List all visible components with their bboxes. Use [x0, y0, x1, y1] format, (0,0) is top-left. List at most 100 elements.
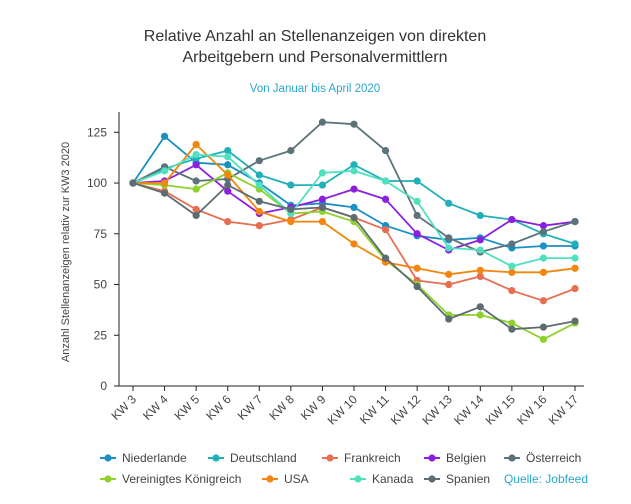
data-point	[350, 240, 358, 248]
legend-item: Deutschland	[208, 451, 297, 465]
legend-swatch-dot	[212, 454, 220, 462]
chart-title-line2: Arbeitgebern und Personalvermittlern	[182, 49, 447, 66]
legend-label: Frankreich	[344, 451, 401, 465]
data-point	[571, 218, 579, 226]
y-tick-label: 100	[87, 176, 107, 190]
data-point	[539, 323, 548, 331]
data-point	[287, 146, 295, 155]
data-point	[381, 195, 390, 203]
legend-item: Spanien	[424, 472, 490, 486]
chart-subtitle: Von Januar bis April 2020	[250, 83, 380, 95]
data-point	[508, 287, 516, 295]
data-point	[571, 284, 579, 293]
data-point	[508, 215, 516, 224]
legend-item: Frankreich	[322, 451, 401, 465]
data-point	[255, 157, 263, 165]
legend-swatch-dot	[508, 454, 516, 462]
data-point	[192, 185, 200, 193]
data-point	[539, 297, 548, 305]
data-point	[508, 268, 516, 276]
data-point	[192, 140, 200, 149]
legend-item: Kanada	[350, 472, 414, 486]
legend-item: USA	[262, 472, 309, 486]
data-point	[413, 230, 421, 238]
data-point	[255, 171, 263, 179]
data-point	[508, 262, 516, 270]
legend-swatch-dot	[354, 475, 362, 483]
data-point	[255, 207, 263, 216]
data-point	[445, 199, 453, 207]
legend-label: Kanada	[372, 472, 414, 486]
series-spanien	[129, 179, 579, 333]
data-point	[413, 177, 421, 185]
legend-item: Niederlande	[100, 451, 187, 465]
legend-swatch-dot	[266, 475, 274, 483]
data-point	[318, 181, 327, 189]
data-point	[413, 211, 421, 220]
data-point	[476, 311, 484, 319]
legend-label: Belgien	[446, 451, 486, 465]
x-tick-label: KW 6	[203, 392, 234, 423]
data-point	[350, 161, 358, 169]
legend-item: Vereinigtes Königreich	[100, 472, 241, 486]
data-point	[381, 146, 390, 155]
data-point	[192, 161, 200, 169]
data-point	[160, 132, 169, 140]
data-point	[192, 151, 200, 159]
legend-label: Spanien	[446, 472, 490, 486]
data-point	[445, 315, 453, 323]
data-point	[571, 317, 579, 325]
data-point	[224, 187, 232, 195]
x-tick-label: KW 3	[108, 392, 139, 423]
x-tick-label: KW 15	[483, 392, 519, 428]
legend-item: Österreich	[504, 451, 581, 465]
data-point	[445, 280, 453, 289]
data-point	[255, 222, 263, 230]
legend-label: Vereinigtes Königreich	[122, 472, 241, 486]
chart-title-line1: Relative Anzahl an Stellenanzeigen von d…	[144, 28, 486, 45]
data-point	[539, 242, 548, 250]
series-kanada	[129, 151, 579, 270]
data-point	[539, 228, 548, 236]
data-point	[160, 179, 169, 187]
data-point	[287, 205, 295, 214]
data-point	[476, 246, 484, 254]
data-point	[381, 254, 390, 262]
data-point	[476, 303, 484, 311]
data-point	[224, 171, 232, 179]
x-tick-label: KW 4	[140, 392, 171, 423]
data-point	[350, 203, 358, 211]
data-point	[224, 161, 232, 169]
data-point	[350, 185, 358, 193]
data-point	[160, 189, 169, 197]
data-point	[508, 325, 516, 333]
x-tick-label: KW 17	[546, 392, 582, 428]
data-point	[192, 205, 200, 214]
data-point	[318, 195, 327, 203]
data-point	[318, 203, 327, 211]
data-point	[413, 264, 421, 272]
y-tick-label: 0	[100, 379, 107, 393]
data-point	[539, 222, 548, 230]
data-point	[129, 179, 137, 187]
data-point	[350, 167, 358, 175]
data-point	[476, 272, 484, 280]
x-tick-label: KW 10	[325, 392, 361, 428]
legend-item: Belgien	[424, 451, 486, 465]
data-point	[160, 167, 169, 175]
data-point	[224, 218, 232, 226]
legend-swatch-dot	[428, 475, 436, 483]
data-point	[192, 177, 200, 185]
data-point	[539, 335, 548, 343]
legend-swatch-dot	[104, 475, 112, 483]
x-tick-label: KW 8	[266, 392, 297, 423]
data-point	[413, 282, 421, 291]
legend: Niederlande Deutschland Frankreich Belgien Ö…	[100, 451, 581, 486]
data-point	[287, 181, 295, 189]
data-point	[381, 177, 390, 185]
data-point	[571, 240, 579, 248]
data-point	[255, 197, 263, 205]
x-tick-label: KW 5	[172, 392, 203, 423]
